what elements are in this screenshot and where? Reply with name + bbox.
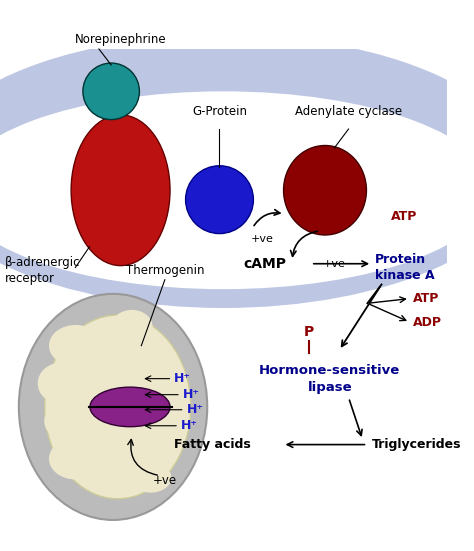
- Ellipse shape: [0, 91, 474, 289]
- Text: Protein
kinase A: Protein kinase A: [375, 253, 435, 282]
- Text: H⁺: H⁺: [174, 372, 191, 385]
- FancyBboxPatch shape: [0, 0, 462, 49]
- Circle shape: [186, 166, 254, 234]
- Text: β-adrenergic
receptor: β-adrenergic receptor: [5, 256, 80, 285]
- Text: Hormone-sensitive
lipase: Hormone-sensitive lipase: [259, 364, 401, 393]
- Ellipse shape: [0, 35, 474, 308]
- Ellipse shape: [49, 438, 102, 479]
- Ellipse shape: [111, 310, 153, 344]
- Ellipse shape: [90, 387, 170, 426]
- Text: Norepinephrine: Norepinephrine: [75, 33, 167, 46]
- Ellipse shape: [130, 462, 172, 493]
- Text: ADP: ADP: [412, 316, 442, 328]
- Text: ATP: ATP: [391, 210, 417, 223]
- Text: Triglycerides: Triglycerides: [372, 438, 462, 451]
- Ellipse shape: [49, 325, 102, 366]
- Ellipse shape: [71, 115, 170, 266]
- Ellipse shape: [45, 315, 191, 499]
- Text: cAMP: cAMP: [243, 257, 286, 271]
- Text: ATP: ATP: [412, 292, 439, 305]
- Text: +ve: +ve: [323, 259, 346, 269]
- Text: Fatty acids: Fatty acids: [173, 438, 250, 451]
- Circle shape: [83, 63, 139, 120]
- Ellipse shape: [37, 363, 85, 404]
- Ellipse shape: [19, 294, 207, 520]
- Text: Adenylate cyclase: Adenylate cyclase: [295, 105, 402, 118]
- Ellipse shape: [44, 401, 97, 442]
- Text: H⁺: H⁺: [186, 403, 203, 416]
- Ellipse shape: [283, 145, 366, 235]
- Text: G-Protein: G-Protein: [192, 105, 247, 118]
- Text: Thermogenin: Thermogenin: [126, 264, 204, 277]
- Text: H⁺: H⁺: [181, 419, 198, 432]
- Text: H⁺: H⁺: [183, 388, 200, 401]
- Text: +ve: +ve: [250, 234, 273, 244]
- Text: +ve: +ve: [153, 474, 177, 487]
- Text: P: P: [304, 325, 314, 339]
